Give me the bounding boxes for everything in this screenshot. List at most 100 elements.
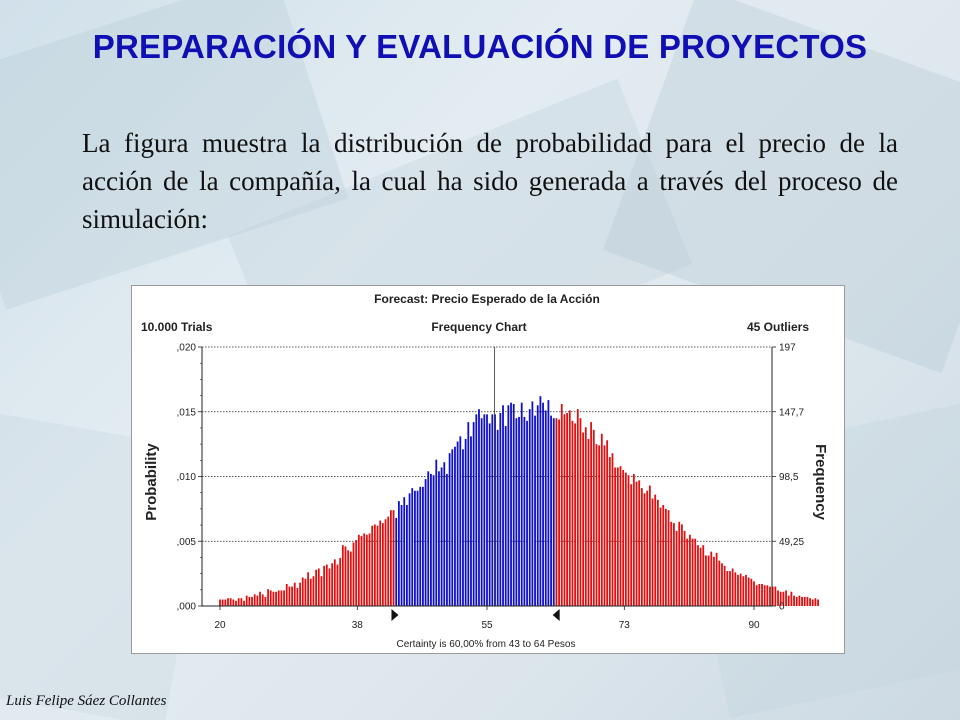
histogram-bar [464,438,467,606]
histogram-bar [227,598,229,606]
histogram-bar [785,590,787,606]
histogram-bar [681,524,683,606]
histogram-bar [550,415,552,606]
histogram-bar [753,581,755,606]
histogram-bar [600,433,603,606]
histogram-bar [574,423,577,606]
histogram-bar [427,471,430,606]
histogram-bar [635,481,638,606]
histogram-bar [643,493,646,606]
histogram-bar [630,484,633,606]
histogram-bar [419,486,422,606]
histogram-bar [523,416,526,606]
y-left-tick-label: ,005 [177,537,197,548]
histogram-bar [616,467,619,606]
histogram-bar [774,586,777,606]
histogram-bar [251,596,253,606]
histogram-bar [614,467,617,606]
histogram-bar [259,591,261,606]
histogram-bar [430,473,432,606]
histogram-bar [237,598,240,606]
x-tick-label: 73 [619,620,631,631]
histogram-bar [307,572,310,606]
histogram-bar [277,590,280,606]
histogram-bar [368,533,371,606]
histogram-bar [806,596,809,606]
histogram-bar [309,578,312,606]
histogram-bars [219,396,819,606]
histogram-bar [379,520,382,606]
histogram-bar [790,591,793,606]
histogram-bar [742,576,745,606]
histogram-bar [264,596,267,606]
histogram-bar [811,599,814,606]
histogram-bar [611,453,614,606]
y-right-tick-label: 49,25 [779,537,804,548]
histogram-bar [232,599,235,606]
histogram-bar [355,539,358,606]
histogram-bar [590,422,593,606]
frequency-chart: Forecast: Precio Esperado de la Acción 1… [141,292,829,650]
chart-subtitle: Frequency Chart [431,320,526,334]
histogram-bar [726,571,729,606]
histogram-bar [737,574,739,606]
histogram-bar [483,414,486,606]
histogram-bar [363,533,366,606]
histogram-bar [777,590,779,606]
axes: ,000 0 ,005 49,25 ,010 98,5 ,015 147,7 ,020 197 20… [177,343,805,632]
histogram-bar [296,587,299,606]
histogram-bar [454,446,456,606]
histogram-bar [496,429,499,606]
histogram-bar [320,576,323,606]
histogram-bar [376,525,379,606]
histogram-bar [664,508,667,606]
right-axis-title: Frequency [812,444,829,521]
histogram-bar [275,591,277,606]
histogram-bar [301,577,304,606]
histogram-bar [627,475,630,606]
histogram-bar [587,438,590,606]
histogram-bar [560,403,563,606]
histogram-bar [622,470,625,606]
histogram-bar [315,569,318,606]
histogram-bar [547,400,550,606]
histogram-bar [422,486,424,606]
histogram-bar [568,410,571,606]
histogram-bar [651,498,654,606]
histogram-bar [344,546,347,606]
histogram-bar [718,560,721,606]
histogram-bar [491,414,494,606]
histogram-bar [381,523,384,606]
chart-outliers-label: 45 Outliers [747,320,809,334]
histogram-bar [280,590,283,606]
histogram-bar [544,410,547,606]
histogram-bar [555,418,558,606]
histogram-bar [243,600,245,606]
histogram-bar [406,504,408,606]
histogram-bar [747,577,750,606]
histogram-bar [229,598,232,606]
x-tick-label: 90 [748,620,760,631]
histogram-bar [373,524,376,606]
histogram-bar [507,405,510,606]
histogram-bar [648,485,651,606]
histogram-bar [662,504,665,606]
histogram-bar [571,420,574,606]
histogram-bar [424,479,427,606]
histogram-bar [689,534,691,606]
histogram-bar [288,586,291,606]
histogram-bar [389,510,392,606]
x-tick-label: 38 [352,620,364,631]
histogram-bar [432,475,435,606]
histogram-bar [328,568,331,606]
histogram-bar [646,490,649,606]
histogram-bar [713,556,715,606]
histogram-bar [702,545,705,606]
slide-body-text: La figura muestra la distribución de pro… [82,128,898,234]
forecast-chart-panel: Forecast: Precio Esperado de la Acción 1… [131,285,845,654]
histogram-bar [624,472,627,606]
histogram-bar [563,414,566,606]
footer-author: Luis Felipe Sáez Collantes [6,693,167,709]
histogram-bar [763,585,766,606]
histogram-bar [293,582,296,606]
